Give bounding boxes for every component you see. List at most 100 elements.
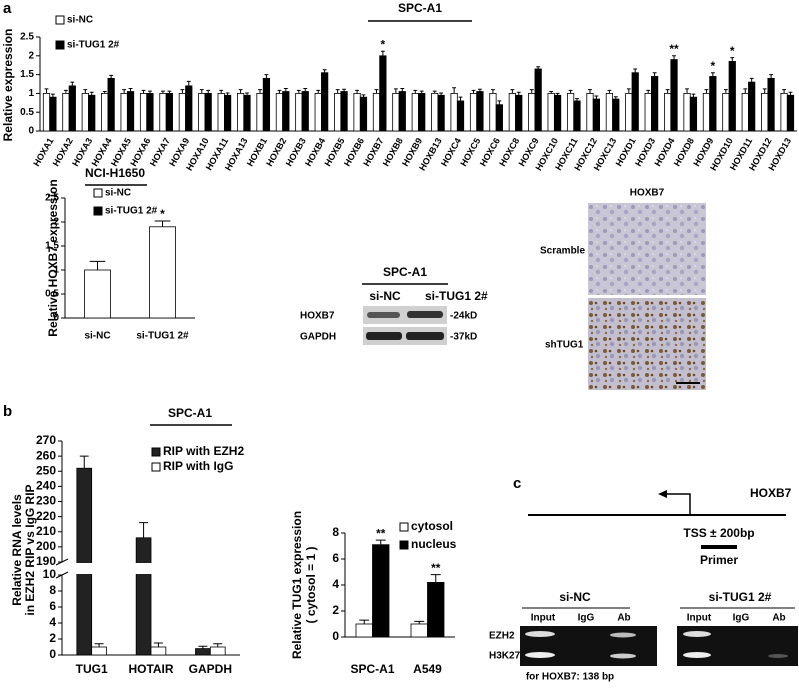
error-bar — [219, 89, 224, 94]
bar — [275, 93, 284, 132]
row-label: EZH2 — [489, 631, 515, 642]
break-mark — [55, 558, 69, 566]
error-bar — [225, 92, 230, 96]
error-bar — [303, 88, 308, 92]
y-tick-label: 270 — [36, 433, 56, 447]
error-bar — [264, 74, 269, 79]
bar — [741, 93, 749, 132]
bar — [566, 93, 575, 132]
error-bar — [516, 91, 521, 96]
error-bar — [607, 89, 612, 94]
bar — [683, 93, 691, 132]
y-axis-label: Relative expression — [1, 29, 15, 142]
lane-label: IgG — [733, 613, 750, 624]
error-bar — [665, 89, 670, 94]
error-bar — [316, 89, 321, 94]
legend-swatch — [399, 522, 409, 532]
chart-title: NCI-H1650 — [85, 166, 145, 180]
error-bar — [549, 91, 554, 94]
bar — [437, 94, 445, 132]
legend-label: cytosol — [411, 519, 453, 533]
error-bar — [568, 89, 573, 94]
x-tick-label: si-TUG1 2# — [136, 331, 189, 342]
error-bar — [730, 57, 735, 62]
bar — [495, 104, 503, 132]
y-tick-label: 0 — [332, 629, 339, 643]
bar — [139, 93, 148, 132]
blot-band — [407, 311, 443, 318]
x-tick-label: SPC-A1 — [350, 662, 394, 676]
error-bar — [128, 88, 133, 92]
bar — [314, 93, 322, 132]
bar — [49, 96, 57, 132]
y-tick-label: 1 — [28, 88, 34, 99]
arrow-head — [658, 490, 667, 498]
chart-title: SPC-A1 — [398, 1, 442, 15]
y-tick-label: 240 — [36, 479, 56, 493]
error-bar — [154, 220, 171, 227]
bar — [76, 467, 93, 656]
legend-swatch — [93, 188, 103, 198]
bar — [515, 94, 523, 132]
y-axis-label: Relative RNA levels — [10, 494, 24, 606]
error-bar — [296, 89, 301, 94]
bar — [469, 93, 478, 132]
bar — [340, 91, 348, 132]
bar — [651, 76, 659, 132]
row-label: shTUG1 — [545, 340, 584, 351]
y-tick-label: 0.5 — [45, 289, 59, 300]
blot-title: SPC-A1 — [383, 265, 427, 279]
bar — [359, 96, 368, 132]
histology-image — [588, 203, 706, 295]
histology-title: HOXB7 — [630, 188, 665, 199]
y-axis-label: Relative TUG1 expression — [290, 511, 304, 659]
panel-label: a — [3, 0, 12, 17]
lane-label: Input — [531, 613, 556, 624]
bar — [398, 91, 406, 132]
error-bar — [245, 92, 249, 96]
bar — [702, 93, 711, 132]
error-bar — [213, 643, 223, 647]
bar — [372, 93, 381, 132]
bar — [353, 93, 361, 132]
bar — [355, 623, 373, 638]
error-bar — [206, 89, 211, 94]
y-tick-label: 8 — [332, 525, 339, 539]
y-tick-label: 4 — [49, 615, 56, 629]
gel-band — [768, 654, 788, 658]
bar — [146, 93, 154, 132]
blot-strip — [363, 306, 447, 324]
chart-title: SPC-A1 — [168, 406, 212, 420]
row-label: H3K27m — [489, 651, 529, 662]
bar — [631, 72, 639, 132]
error-bar — [588, 89, 592, 94]
panel-label: c — [513, 475, 521, 492]
y-tick-label: 230 — [36, 494, 56, 508]
row-label: GAPDH — [300, 332, 336, 343]
error-bar — [50, 93, 55, 98]
row-label: Scramble — [540, 246, 585, 257]
western-blot: SPC-A1 si-NC si-TUG1 2# HOXB7 GAPDH -24k… — [300, 265, 488, 345]
bar — [149, 226, 176, 319]
lane-label: si-NC — [369, 289, 401, 303]
y-axis-label: ( cytosol = 1 ) — [304, 546, 318, 623]
error-bar — [153, 642, 163, 647]
bar — [178, 93, 186, 132]
significance: ** — [376, 526, 386, 540]
y-tick-label: 8 — [49, 583, 56, 597]
bar — [456, 100, 465, 132]
error-bar — [762, 88, 767, 94]
lane-label: IgG — [578, 613, 595, 624]
bar — [508, 93, 516, 132]
bar — [761, 93, 769, 132]
y-tick-label: 1.5 — [20, 69, 34, 80]
bar — [62, 93, 70, 132]
error-bar — [478, 88, 482, 92]
legend-label: si-TUG1 2# — [105, 206, 158, 217]
row-label: HOXB7 — [300, 311, 335, 322]
lane-label: Ab — [617, 613, 630, 624]
error-bar — [122, 89, 127, 94]
error-bar — [743, 88, 748, 94]
bar — [709, 76, 717, 132]
bar — [372, 544, 390, 638]
